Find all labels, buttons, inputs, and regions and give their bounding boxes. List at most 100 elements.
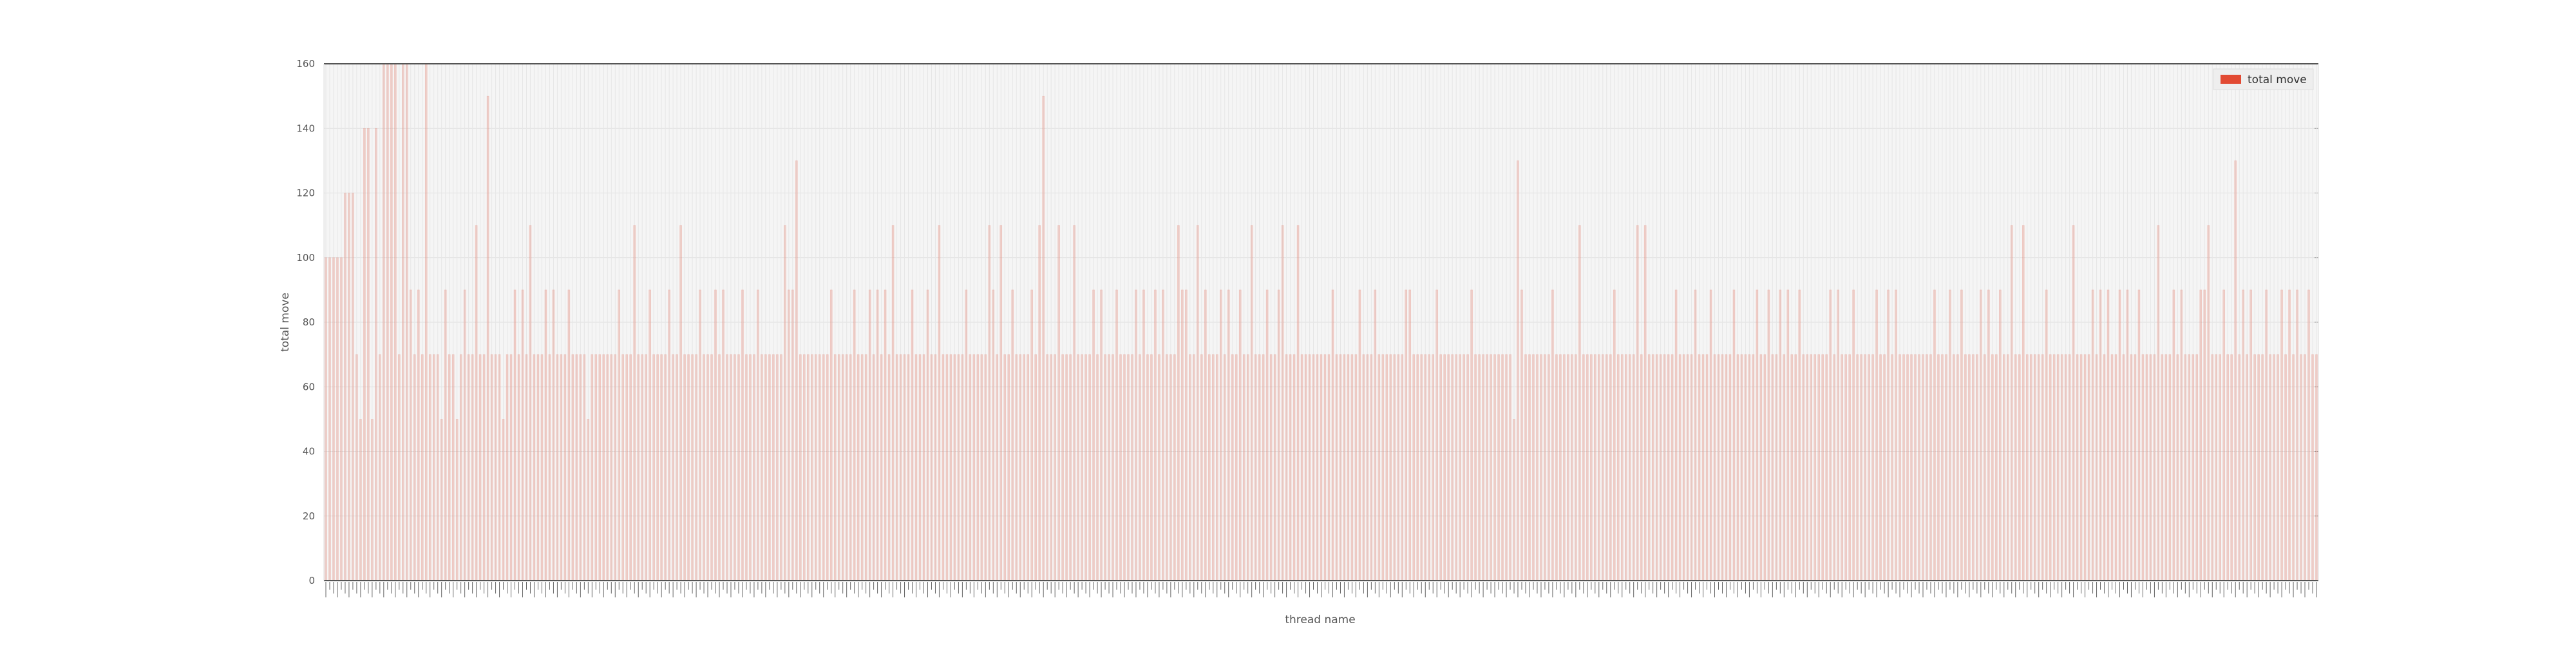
bar bbox=[1173, 354, 1176, 581]
bar bbox=[2261, 354, 2264, 581]
bar bbox=[1991, 354, 1994, 581]
bar bbox=[1490, 354, 1492, 581]
bar bbox=[992, 289, 995, 581]
bar bbox=[1895, 289, 1897, 581]
bar bbox=[914, 354, 918, 581]
bar bbox=[1717, 354, 1720, 581]
bar bbox=[2315, 354, 2318, 581]
bar bbox=[1713, 354, 1716, 581]
bar bbox=[1362, 354, 1365, 581]
bar bbox=[1763, 354, 1766, 581]
bar bbox=[942, 354, 945, 581]
x-axis-label: thread name bbox=[1285, 613, 1355, 626]
bar bbox=[1810, 354, 1813, 581]
bar bbox=[2087, 354, 2090, 581]
bar bbox=[2025, 354, 2029, 581]
bar bbox=[1902, 354, 1905, 581]
bar bbox=[1073, 225, 1075, 581]
bar bbox=[1814, 354, 1817, 581]
bar bbox=[2134, 354, 2137, 581]
bar bbox=[1771, 354, 1774, 581]
bar bbox=[1976, 354, 1978, 581]
bar bbox=[2188, 354, 2191, 581]
bar bbox=[2149, 354, 2152, 581]
bar bbox=[1497, 354, 1500, 581]
bar bbox=[853, 289, 856, 581]
bar bbox=[1802, 354, 1805, 581]
bar bbox=[656, 354, 659, 581]
bar bbox=[536, 354, 540, 581]
bar bbox=[618, 289, 621, 581]
bar bbox=[325, 257, 327, 581]
bar bbox=[344, 193, 346, 581]
bar bbox=[560, 354, 563, 581]
bar bbox=[1231, 354, 1234, 581]
bar bbox=[444, 289, 447, 581]
bar bbox=[440, 419, 443, 581]
bar bbox=[1578, 225, 1581, 581]
bar bbox=[2110, 354, 2114, 581]
bar bbox=[1659, 354, 1662, 581]
bar bbox=[880, 354, 883, 581]
bar bbox=[938, 225, 941, 581]
bar bbox=[1636, 225, 1639, 581]
bar bbox=[1254, 354, 1257, 581]
bar bbox=[1590, 354, 1593, 581]
bar bbox=[996, 354, 999, 581]
bar bbox=[1046, 354, 1048, 581]
bar bbox=[1470, 289, 1473, 581]
bar bbox=[1381, 354, 1385, 581]
bar bbox=[475, 225, 478, 581]
bar bbox=[1705, 354, 1709, 581]
bar bbox=[1401, 354, 1404, 581]
bar bbox=[1864, 354, 1866, 581]
bar bbox=[1736, 354, 1739, 581]
bar bbox=[602, 354, 605, 581]
bar bbox=[922, 354, 925, 581]
bar bbox=[903, 354, 906, 581]
bar bbox=[999, 225, 1003, 581]
bar bbox=[1432, 354, 1434, 581]
bar bbox=[2288, 289, 2291, 581]
bar bbox=[965, 289, 968, 581]
bar bbox=[2018, 354, 2021, 581]
bar bbox=[819, 354, 821, 581]
bar bbox=[1698, 354, 1701, 581]
bar bbox=[1220, 289, 1222, 581]
bar bbox=[1092, 289, 1095, 581]
bar bbox=[972, 354, 976, 581]
bar bbox=[448, 354, 451, 581]
bar bbox=[2253, 354, 2256, 581]
bar bbox=[1544, 354, 1546, 581]
bar bbox=[1265, 289, 1269, 581]
bar bbox=[1617, 354, 1620, 581]
bar bbox=[2022, 225, 2025, 581]
bar bbox=[807, 354, 810, 581]
bar bbox=[1378, 354, 1381, 581]
bar bbox=[567, 289, 571, 581]
bar bbox=[548, 354, 551, 581]
bar bbox=[1524, 354, 1527, 581]
bar bbox=[2137, 289, 2141, 581]
bar bbox=[1841, 354, 1843, 581]
bar bbox=[703, 354, 705, 581]
bar bbox=[822, 354, 825, 581]
bar bbox=[645, 354, 647, 581]
bar bbox=[533, 354, 536, 581]
bar bbox=[1891, 354, 1893, 581]
bar bbox=[1817, 354, 1821, 581]
bar bbox=[1532, 354, 1535, 581]
bar bbox=[691, 354, 694, 581]
bar bbox=[1162, 289, 1164, 581]
bar bbox=[969, 354, 972, 581]
bar bbox=[1671, 354, 1674, 581]
bar bbox=[1435, 289, 1438, 581]
bar bbox=[1555, 354, 1558, 581]
bar bbox=[795, 160, 798, 581]
bar bbox=[451, 354, 455, 581]
bar bbox=[371, 419, 374, 581]
bar bbox=[1678, 354, 1681, 581]
bar bbox=[2277, 354, 2279, 581]
y-tick-label: 20 bbox=[303, 510, 315, 522]
bar bbox=[459, 354, 462, 581]
